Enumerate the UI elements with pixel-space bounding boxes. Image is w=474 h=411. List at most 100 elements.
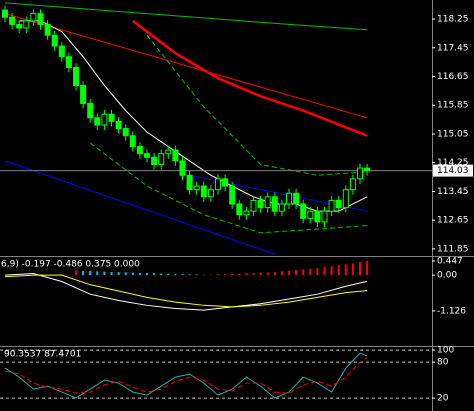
panel	[4, 260, 369, 311]
candle-body	[58, 45, 65, 58]
price-label-box	[433, 164, 473, 177]
candle-body	[236, 203, 243, 216]
histogram-bar	[217, 274, 219, 276]
y-tick-label: 111.85	[437, 244, 469, 254]
candle-body	[51, 34, 58, 47]
indicator-line	[4, 2, 368, 31]
candle-body	[357, 167, 363, 180]
candle-body	[23, 20, 30, 29]
histogram-bar	[174, 273, 177, 276]
candle-body	[243, 210, 250, 216]
histogram-bar	[75, 270, 77, 276]
candle-body	[307, 210, 314, 219]
histogram-bar	[89, 271, 92, 276]
y-tick-label: 118.25	[437, 15, 469, 25]
candle-body	[9, 16, 16, 25]
candle-body	[122, 128, 129, 137]
histogram-bar	[110, 271, 113, 276]
candle-body	[293, 192, 300, 205]
histogram-bar	[138, 272, 141, 276]
candle-body	[250, 199, 257, 212]
candle-body	[80, 84, 87, 104]
y-tick-label: 116.65	[437, 72, 469, 82]
histogram-bar	[224, 274, 227, 276]
indicator-line	[4, 273, 368, 311]
candle-body	[186, 174, 193, 191]
candle-body	[165, 149, 172, 155]
histogram-bar	[330, 266, 333, 276]
histogram-bar	[316, 268, 319, 276]
candle-body	[37, 13, 44, 25]
candle-body	[364, 167, 371, 172]
candle-body	[335, 199, 342, 209]
indicator-line	[4, 274, 368, 308]
histogram-bar	[288, 270, 290, 276]
indicator-line	[4, 13, 368, 119]
indicator-line	[4, 357, 368, 394]
candle-body	[200, 185, 207, 198]
histogram-bar	[359, 262, 361, 276]
histogram-bar	[160, 273, 163, 276]
indicator-line	[89, 142, 368, 234]
candle-body	[300, 203, 307, 219]
y-tick-label: 114.25	[437, 158, 469, 168]
histogram-bar	[231, 273, 234, 276]
histogram-bar	[280, 271, 283, 276]
candle-body	[193, 185, 200, 191]
candle-body	[158, 153, 165, 165]
histogram-bar	[309, 268, 312, 276]
candle-body	[2, 9, 8, 18]
candle-body	[87, 102, 94, 119]
histogram-bar	[252, 272, 255, 276]
panel-title: 90.3537 87.4701	[4, 350, 81, 360]
histogram-bar	[153, 273, 156, 276]
histogram-bar	[103, 271, 106, 276]
candle-body	[129, 135, 136, 148]
y-tick-label: 100	[437, 346, 454, 356]
candle-body	[286, 192, 292, 205]
y-tick-label: 20	[437, 394, 449, 404]
candle-body	[108, 113, 115, 122]
histogram-bar	[344, 264, 347, 276]
histogram-bar	[323, 267, 326, 276]
candle-body	[65, 56, 72, 69]
y-tick-label: 112.65	[437, 216, 469, 226]
histogram-bar	[167, 273, 170, 276]
candle-body	[101, 113, 108, 126]
histogram-bar	[96, 271, 99, 276]
candle-body	[328, 199, 335, 212]
histogram-bar	[195, 274, 198, 276]
last-price-label: 114.03	[437, 166, 469, 176]
indicator-line	[132, 19, 368, 137]
histogram-bar	[124, 272, 127, 276]
candle-body	[314, 210, 321, 223]
histogram-bar	[266, 272, 269, 276]
histogram-bar	[259, 272, 262, 276]
panel-title: 6,9) -0.197 -0.486 0.375 0.000	[1, 260, 140, 270]
indicator-line	[146, 34, 368, 176]
candle-body	[30, 13, 37, 22]
candle-body	[342, 189, 349, 209]
histogram-bar	[117, 272, 120, 276]
y-tick-label: -1.126	[437, 306, 466, 316]
y-tick-label: 80	[437, 358, 449, 368]
histogram-bar	[188, 274, 191, 276]
histogram-bar	[82, 270, 85, 276]
histogram-bar	[295, 270, 298, 276]
candle-body	[144, 153, 150, 158]
panel	[0, 2, 432, 255]
indicator-line	[4, 160, 275, 255]
candle-body	[264, 196, 271, 209]
candle-body	[151, 156, 158, 165]
histogram-bar	[146, 273, 148, 276]
histogram-bar	[131, 272, 134, 276]
candle-body	[179, 160, 186, 176]
candle-body	[16, 23, 23, 29]
histogram-bar	[273, 271, 276, 276]
y-tick-label: 113.45	[437, 187, 469, 197]
y-tick-label: 0.447	[437, 256, 463, 266]
y-tick-label: 117.45	[437, 43, 469, 53]
candle-body	[349, 178, 356, 191]
candle-body	[44, 23, 51, 36]
